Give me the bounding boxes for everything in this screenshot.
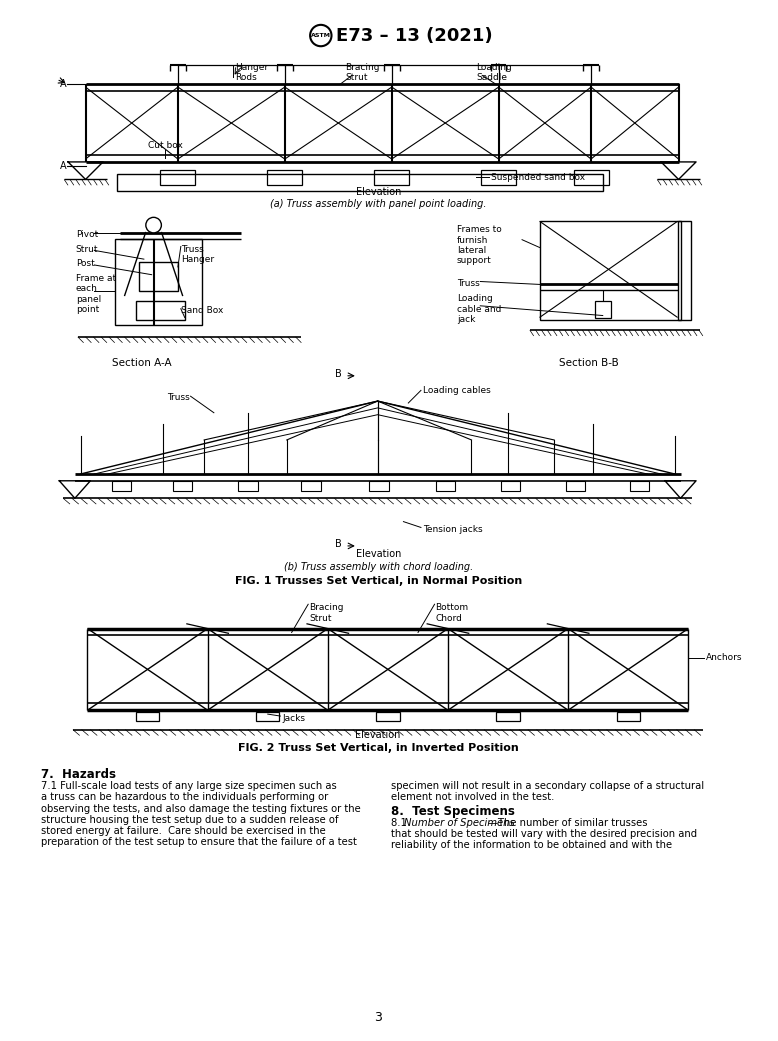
Bar xyxy=(377,712,400,721)
Text: 8.1: 8.1 xyxy=(391,818,410,829)
Text: Jacks: Jacks xyxy=(282,714,305,723)
Text: Bracing
Strut: Bracing Strut xyxy=(309,604,344,623)
Text: Frames to
furnish
lateral
support: Frames to furnish lateral support xyxy=(457,225,502,265)
Text: reliability of the information to be obtained and with the: reliability of the information to be obt… xyxy=(391,840,672,850)
Bar xyxy=(136,712,159,721)
Text: Loading cables: Loading cables xyxy=(423,386,491,396)
Bar xyxy=(678,222,691,321)
Bar xyxy=(117,174,603,192)
Bar xyxy=(482,170,517,185)
Text: structure housing the test setup due to a sudden release of: structure housing the test setup due to … xyxy=(40,815,338,824)
Text: Hanger
Rods: Hanger Rods xyxy=(235,62,268,82)
Bar xyxy=(112,481,131,491)
Text: Elevation: Elevation xyxy=(356,549,401,559)
Bar xyxy=(616,712,640,721)
Bar xyxy=(573,170,608,185)
Text: element not involved in the test.: element not involved in the test. xyxy=(391,792,554,803)
Text: Bottom
Chord: Bottom Chord xyxy=(436,604,468,623)
Text: Truss
Hanger: Truss Hanger xyxy=(180,245,214,264)
Text: —The number of similar trusses: —The number of similar trusses xyxy=(488,818,647,829)
Text: Loading
Saddle: Loading Saddle xyxy=(476,62,512,82)
Text: ASTM: ASTM xyxy=(311,33,331,39)
Text: Anchors: Anchors xyxy=(706,653,742,662)
Text: Frame at
each
panel
point: Frame at each panel point xyxy=(75,274,116,314)
Text: preparation of the test setup to ensure that the failure of a test: preparation of the test setup to ensure … xyxy=(40,837,356,847)
Text: Bracing
Strut: Bracing Strut xyxy=(345,62,380,82)
Bar xyxy=(436,481,455,491)
Text: FIG. 2 Truss Set Vertical, in Inverted Position: FIG. 2 Truss Set Vertical, in Inverted P… xyxy=(238,743,519,754)
Bar xyxy=(630,481,650,491)
Text: Sand Box: Sand Box xyxy=(180,306,223,314)
Text: Number of Specimens: Number of Specimens xyxy=(405,818,515,829)
Bar xyxy=(374,170,409,185)
Text: A: A xyxy=(59,160,66,171)
Text: observing the tests, and also damage the testing fixtures or the: observing the tests, and also damage the… xyxy=(40,804,360,814)
Bar xyxy=(114,238,202,325)
Text: Suspended sand box: Suspended sand box xyxy=(491,173,585,182)
Bar xyxy=(501,481,520,491)
Text: Elevation: Elevation xyxy=(356,730,401,740)
Text: E73 – 13 (2021): E73 – 13 (2021) xyxy=(336,26,493,45)
Bar xyxy=(540,222,681,321)
Text: Section B-B: Section B-B xyxy=(559,358,619,369)
Bar xyxy=(173,481,192,491)
Bar xyxy=(595,301,611,319)
Bar xyxy=(496,712,520,721)
Text: specimen will not result in a secondary collapse of a structural: specimen will not result in a secondary … xyxy=(391,781,704,791)
Text: B: B xyxy=(335,369,342,379)
Text: (b) Truss assembly with chord loading.: (b) Truss assembly with chord loading. xyxy=(283,562,473,573)
Text: a truss can be hazardous to the individuals performing or: a truss can be hazardous to the individu… xyxy=(40,792,328,803)
Bar xyxy=(370,481,389,491)
Text: FIG. 1 Trusses Set Vertical, in Normal Position: FIG. 1 Trusses Set Vertical, in Normal P… xyxy=(234,576,522,586)
Text: stored energy at failure.  Care should be exercised in the: stored energy at failure. Care should be… xyxy=(40,826,325,836)
Bar xyxy=(301,481,321,491)
Bar xyxy=(238,481,258,491)
Bar xyxy=(566,481,585,491)
Text: A: A xyxy=(59,79,66,90)
Bar xyxy=(136,301,184,321)
Text: B: B xyxy=(335,539,342,549)
Circle shape xyxy=(145,218,161,233)
Text: Truss: Truss xyxy=(166,393,190,402)
Bar xyxy=(268,170,303,185)
Text: Section A-A: Section A-A xyxy=(112,358,171,369)
Text: (a) Truss assembly with panel point loading.: (a) Truss assembly with panel point load… xyxy=(270,199,486,209)
Text: Pivot: Pivot xyxy=(75,230,98,239)
Text: Truss: Truss xyxy=(457,279,480,287)
Text: Loading
cable and
jack: Loading cable and jack xyxy=(457,295,501,324)
Text: Strut: Strut xyxy=(75,245,98,254)
Text: 7.1 Full-scale load tests of any large size specimen such as: 7.1 Full-scale load tests of any large s… xyxy=(40,781,337,791)
Text: 8.  Test Specimens: 8. Test Specimens xyxy=(391,805,515,817)
Text: Cut box: Cut box xyxy=(148,142,183,150)
Text: Elevation: Elevation xyxy=(356,187,401,197)
Bar xyxy=(256,712,279,721)
Text: Tension jacks: Tension jacks xyxy=(423,525,482,534)
Text: 3: 3 xyxy=(374,1011,382,1023)
Text: 7.  Hazards: 7. Hazards xyxy=(40,767,116,781)
Bar xyxy=(139,262,178,291)
Text: that should be tested will vary with the desired precision and: that should be tested will vary with the… xyxy=(391,830,697,839)
Bar xyxy=(160,170,195,185)
Text: Post: Post xyxy=(75,259,95,269)
